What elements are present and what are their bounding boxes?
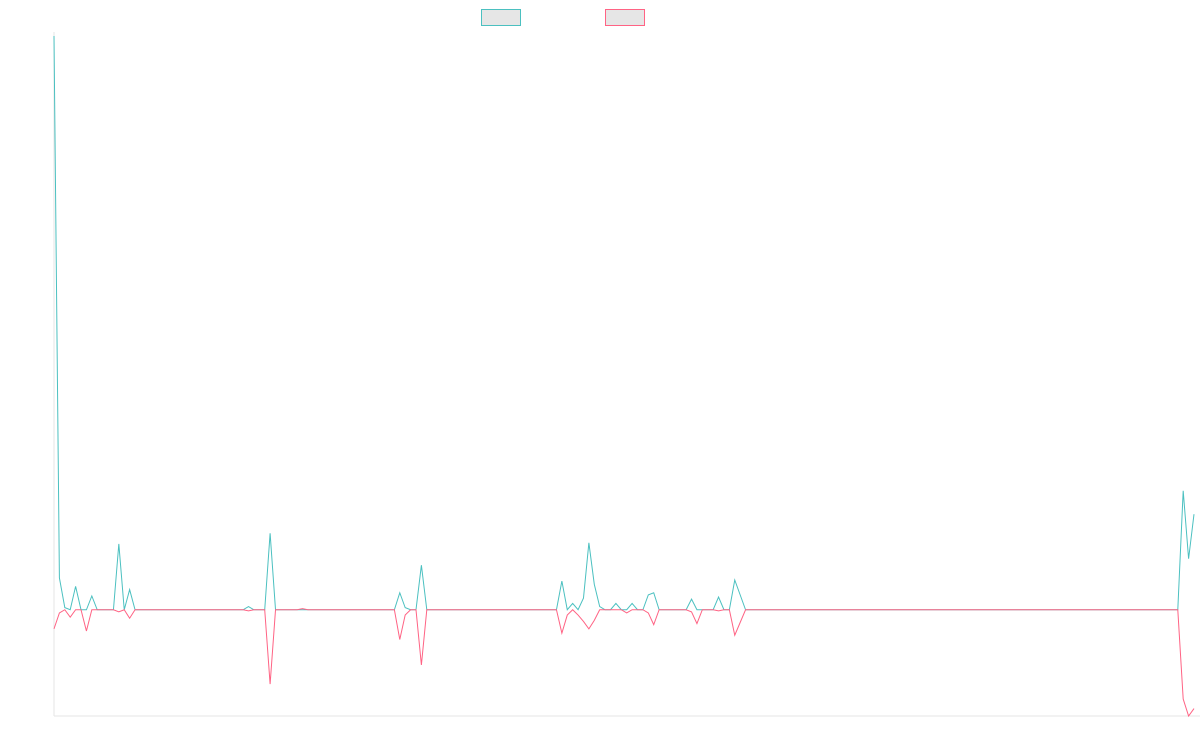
axes [53, 32, 1200, 717]
series-layer [53, 35, 1195, 718]
series-line-2 [53, 608, 1195, 718]
series-2 [53, 608, 1195, 718]
legend-swatch-2[interactable] [605, 9, 645, 26]
legend-swatch-1[interactable] [481, 9, 521, 26]
series-1 [53, 35, 1195, 611]
series-line-1 [53, 35, 1195, 611]
legend [481, 9, 645, 26]
